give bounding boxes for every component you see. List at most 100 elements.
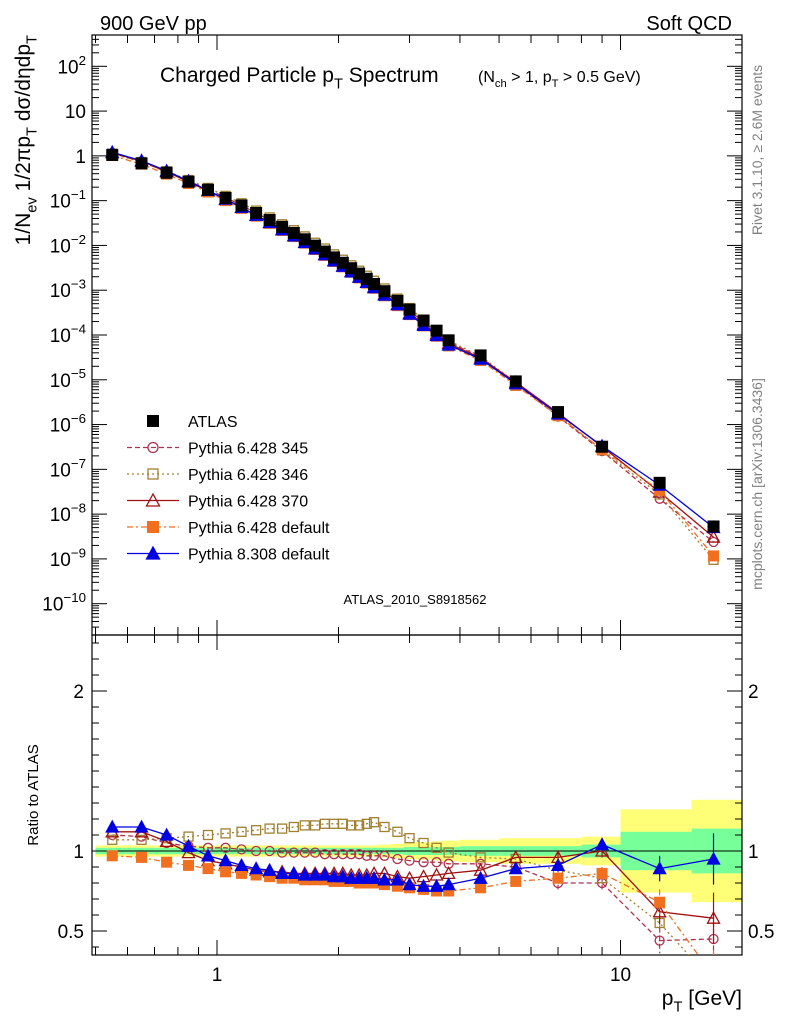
ratio-y-tick-label-right: 1 bbox=[748, 842, 759, 863]
ratio-point-pythia-6-428-346 bbox=[236, 826, 247, 837]
header-right: Soft QCD bbox=[646, 13, 732, 35]
ratio-point-pythia-6-428-346 bbox=[288, 821, 299, 833]
y-tick-label: 10−9 bbox=[50, 545, 86, 571]
ratio-frame bbox=[91, 634, 743, 956]
ratio-point-pythia-6-428-default bbox=[202, 863, 214, 875]
ratio-point-pythia-6-428-346 bbox=[361, 818, 372, 829]
ratio-point-pythia-6-428-default bbox=[709, 971, 719, 981]
ratio-point-pythia-6-428-346 bbox=[337, 818, 348, 829]
ratio-point-pythia-6-428-370 bbox=[594, 843, 610, 857]
y-tick-label: 10−5 bbox=[50, 366, 86, 392]
ratio-point-pythia-8-308-default bbox=[441, 877, 456, 891]
ratio-point-pythia-8-308-default bbox=[550, 858, 566, 872]
y-tick-label: 10−6 bbox=[50, 411, 86, 437]
ratio-point-pythia-8-308-default bbox=[249, 861, 264, 875]
chart-subtitle: (Nch > 1, pT > 0.5 GeV) bbox=[478, 69, 641, 90]
ratio-point-pythia-8-308-default bbox=[181, 838, 196, 852]
ratio-point-pythia-6-428-345 bbox=[220, 842, 231, 853]
side-mcplots: mcplots.cern.ch [arXiv:1306.3436] bbox=[749, 378, 765, 590]
ratio-point-pythia-8-308-default bbox=[159, 827, 174, 841]
ratio-point-pythia-8-308-default bbox=[429, 878, 444, 892]
ratio-point-pythia-6-428-346 bbox=[392, 826, 403, 837]
ratio-point-pythia-6-428-345 bbox=[361, 850, 372, 861]
point-atlas bbox=[552, 406, 565, 419]
point-atlas bbox=[235, 199, 248, 212]
ratio-point-pythia-6-428-370 bbox=[159, 834, 174, 848]
point-atlas bbox=[442, 334, 455, 347]
ratio-point-pythia-6-428-346 bbox=[299, 820, 310, 831]
ratio-point-pythia-6-428-346 bbox=[136, 834, 147, 845]
legend-label-pythia-8-308-default: Pythia 8.308 default bbox=[188, 547, 330, 564]
y-tick-label: 10−7 bbox=[50, 456, 86, 482]
y-tick-label: 1 bbox=[75, 147, 86, 168]
ratio-point-pythia-8-308-default bbox=[335, 869, 350, 883]
point-atlas bbox=[202, 183, 215, 196]
ratio-point-pythia-8-308-default bbox=[286, 866, 301, 880]
ratio-point-pythia-6-428-default bbox=[510, 875, 522, 887]
legend: ATLAS Pythia 6.428 345 Pythia 6.428 346 Pyt… bbox=[127, 414, 330, 564]
ratio-y-tick-label-right: 0.5 bbox=[748, 922, 774, 943]
point-pythia-6-428-default bbox=[708, 550, 720, 562]
ratio-point-pythia-6-428-346 bbox=[353, 820, 365, 831]
main-frame bbox=[91, 34, 743, 636]
ratio-point-pythia-6-428-345 bbox=[392, 853, 403, 865]
ratio-point-pythia-6-428-345 bbox=[337, 849, 348, 860]
ratio-point-pythia-6-428-346 bbox=[404, 833, 415, 844]
legend-marker-pythia-6-428-346 bbox=[147, 468, 159, 480]
point-atlas bbox=[707, 520, 720, 533]
ratio-point-pythia-6-428-default bbox=[106, 850, 118, 862]
point-atlas bbox=[474, 349, 487, 362]
point-atlas bbox=[391, 294, 404, 307]
point-atlas bbox=[298, 233, 311, 246]
y-tick-label: 10−3 bbox=[50, 277, 86, 303]
ratio-point-pythia-6-428-370 bbox=[706, 910, 721, 924]
ratio-y-tick-label: 0.5 bbox=[58, 922, 84, 943]
point-atlas bbox=[368, 277, 381, 290]
ratio-point-pythia-8-308-default bbox=[218, 853, 233, 867]
ratio-point-pythia-6-428-346 bbox=[202, 829, 214, 841]
ratio-point-pythia-8-308-default bbox=[317, 867, 332, 881]
legend-marker-pythia-6-428-370 bbox=[145, 492, 161, 507]
legend-label-pythia-6-428-346: Pythia 6.428 346 bbox=[188, 467, 308, 484]
x-tick-label: 1 bbox=[212, 965, 223, 986]
legend-label-pythia-6-428-370: Pythia 6.428 370 bbox=[188, 494, 308, 511]
ratio-point-pythia-6-428-346 bbox=[264, 823, 275, 834]
ratio-point-pythia-6-428-default bbox=[475, 882, 487, 894]
ratio-point-pythia-8-308-default bbox=[200, 848, 216, 862]
legend-label-pythia-6-428-345: Pythia 6.428 345 bbox=[188, 441, 308, 458]
legend-label-atlas: ATLAS bbox=[188, 414, 238, 431]
ratio-point-pythia-6-428-370 bbox=[652, 904, 667, 918]
ratio-point-pythia-6-428-default bbox=[183, 859, 195, 871]
ratio-y-axis-label: Ratio to ATLAS bbox=[25, 744, 42, 845]
ratio-point-pythia-6-428-345 bbox=[264, 845, 275, 857]
ratio-point-pythia-6-428-345 bbox=[418, 857, 429, 868]
ratio-point-pythia-6-428-345 bbox=[379, 850, 390, 861]
main-panel: 10−10 10−9 10−8 10−7 10−6 10−5 10−4 10−3 10−2 10−… bbox=[12, 34, 743, 636]
ratio-point-pythia-6-428-346 bbox=[107, 834, 118, 845]
ratio-point-pythia-6-428-346 bbox=[418, 837, 429, 849]
ratio-point-pythia-6-428-346 bbox=[276, 823, 288, 834]
x-tick-label: 10 bbox=[610, 965, 631, 986]
ratio-point-pythia-8-308-default bbox=[377, 872, 392, 886]
main-series-group bbox=[105, 144, 721, 565]
ratio-point-pythia-6-428-345 bbox=[276, 847, 288, 858]
ratio-point-pythia-6-428-346 bbox=[220, 828, 231, 839]
point-atlas bbox=[509, 375, 522, 388]
ratio-point-pythia-8-308-default bbox=[390, 872, 405, 886]
y-tick-label: 10−8 bbox=[50, 501, 86, 527]
y-tick-label: 10−2 bbox=[50, 232, 86, 258]
point-pythia-6-428-370 bbox=[706, 529, 721, 543]
ratio-point-pythia-6-428-346 bbox=[431, 842, 442, 853]
point-atlas bbox=[430, 324, 443, 337]
y-tick-label: 10−10 bbox=[42, 590, 86, 616]
point-atlas bbox=[135, 157, 148, 170]
ratio-point-pythia-6-428-default bbox=[552, 872, 564, 884]
point-atlas bbox=[263, 213, 276, 226]
ratio-point-pythia-8-308-default bbox=[416, 878, 431, 892]
point-atlas bbox=[403, 303, 416, 316]
ratio-panel: 1 10 pT [GeV] 0.5 0.5 1 1 2 2 Ratio to ATLAS bbox=[25, 634, 774, 1015]
point-atlas bbox=[182, 175, 195, 188]
ratio-point-pythia-8-308-default bbox=[402, 877, 417, 891]
ratio-point-pythia-8-308-default bbox=[134, 819, 149, 833]
